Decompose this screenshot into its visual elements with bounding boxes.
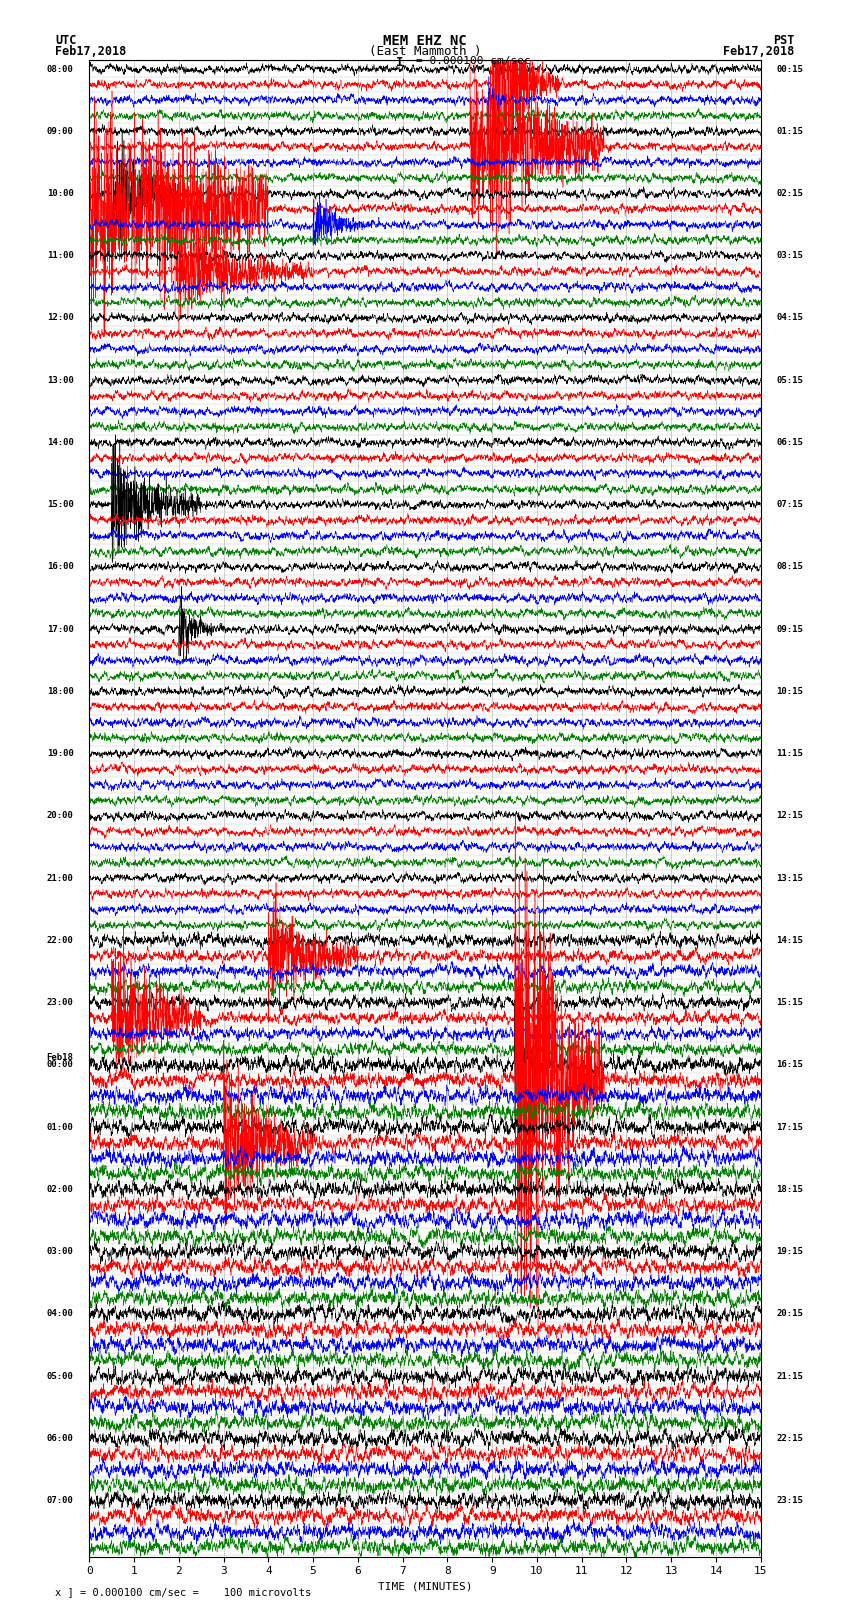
Text: Feb17,2018: Feb17,2018 <box>723 45 795 58</box>
Text: 15:15: 15:15 <box>776 998 803 1007</box>
Text: 13:00: 13:00 <box>47 376 74 386</box>
Text: Feb17,2018: Feb17,2018 <box>55 45 127 58</box>
Text: I: I <box>396 56 403 69</box>
Text: 02:15: 02:15 <box>776 189 803 198</box>
Text: 09:00: 09:00 <box>47 127 74 135</box>
Text: 19:15: 19:15 <box>776 1247 803 1257</box>
Text: 21:00: 21:00 <box>47 874 74 882</box>
Text: 01:00: 01:00 <box>47 1123 74 1132</box>
Text: PST: PST <box>774 34 795 47</box>
Text: 00:00: 00:00 <box>47 1060 74 1069</box>
Text: 20:00: 20:00 <box>47 811 74 821</box>
X-axis label: TIME (MINUTES): TIME (MINUTES) <box>377 1582 473 1592</box>
Text: 08:00: 08:00 <box>47 65 74 74</box>
Text: 21:15: 21:15 <box>776 1371 803 1381</box>
Text: 00:15: 00:15 <box>776 65 803 74</box>
Text: 12:00: 12:00 <box>47 313 74 323</box>
Text: 23:00: 23:00 <box>47 998 74 1007</box>
Text: 02:00: 02:00 <box>47 1186 74 1194</box>
Text: 06:00: 06:00 <box>47 1434 74 1442</box>
Text: 05:00: 05:00 <box>47 1371 74 1381</box>
Text: x ] = 0.000100 cm/sec =    100 microvolts: x ] = 0.000100 cm/sec = 100 microvolts <box>55 1587 311 1597</box>
Text: 16:15: 16:15 <box>776 1060 803 1069</box>
Text: = 0.000100 cm/sec: = 0.000100 cm/sec <box>416 56 531 66</box>
Text: (East Mammoth ): (East Mammoth ) <box>369 45 481 58</box>
Text: 07:15: 07:15 <box>776 500 803 510</box>
Text: Feb18: Feb18 <box>47 1053 74 1061</box>
Text: UTC: UTC <box>55 34 76 47</box>
Text: 05:15: 05:15 <box>776 376 803 386</box>
Text: 17:00: 17:00 <box>47 624 74 634</box>
Text: 17:15: 17:15 <box>776 1123 803 1132</box>
Text: 06:15: 06:15 <box>776 439 803 447</box>
Text: 22:15: 22:15 <box>776 1434 803 1442</box>
Text: 08:15: 08:15 <box>776 563 803 571</box>
Text: 09:15: 09:15 <box>776 624 803 634</box>
Text: 20:15: 20:15 <box>776 1310 803 1318</box>
Text: 14:00: 14:00 <box>47 439 74 447</box>
Text: 01:15: 01:15 <box>776 127 803 135</box>
Text: MEM EHZ NC: MEM EHZ NC <box>383 34 467 48</box>
Text: 03:00: 03:00 <box>47 1247 74 1257</box>
Text: 16:00: 16:00 <box>47 563 74 571</box>
Text: 14:15: 14:15 <box>776 936 803 945</box>
Text: 12:15: 12:15 <box>776 811 803 821</box>
Text: 23:15: 23:15 <box>776 1495 803 1505</box>
Text: 10:15: 10:15 <box>776 687 803 695</box>
Text: 18:15: 18:15 <box>776 1186 803 1194</box>
Text: 13:15: 13:15 <box>776 874 803 882</box>
Text: 10:00: 10:00 <box>47 189 74 198</box>
Text: 04:15: 04:15 <box>776 313 803 323</box>
Text: 07:00: 07:00 <box>47 1495 74 1505</box>
Text: 04:00: 04:00 <box>47 1310 74 1318</box>
Text: 11:15: 11:15 <box>776 748 803 758</box>
Text: 18:00: 18:00 <box>47 687 74 695</box>
Text: 19:00: 19:00 <box>47 748 74 758</box>
Text: 22:00: 22:00 <box>47 936 74 945</box>
Text: 11:00: 11:00 <box>47 252 74 260</box>
Text: 03:15: 03:15 <box>776 252 803 260</box>
Text: 15:00: 15:00 <box>47 500 74 510</box>
